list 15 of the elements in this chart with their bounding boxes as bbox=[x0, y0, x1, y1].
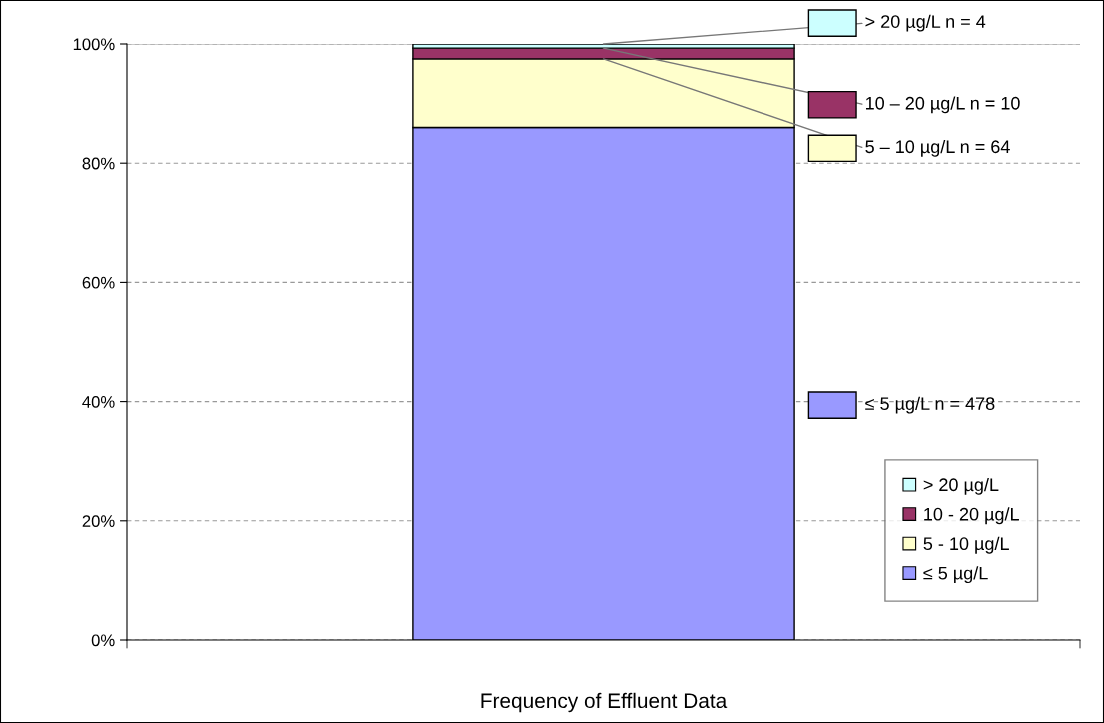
y-tick-label: 100% bbox=[73, 38, 115, 51]
annotation: ≤ 5 µg/L n = 478 bbox=[865, 396, 995, 414]
annotation: 10 – 20 µg/L n = 10 bbox=[866, 96, 1020, 114]
legend-label: 5 - 10 µg/L bbox=[923, 536, 1009, 554]
annotation: 5 – 10 µg/L n = 64 bbox=[865, 139, 1010, 157]
y-tick-label: 0% bbox=[91, 634, 115, 647]
y-tick-label: 40% bbox=[82, 396, 115, 408]
y-tick-label: 20% bbox=[82, 515, 115, 527]
annotation: > 20 µg/L n = 4 bbox=[865, 14, 986, 32]
legend-label: ≤ 5 µg/L bbox=[923, 566, 988, 584]
legend-label: > 20 µg/L bbox=[923, 477, 999, 495]
legend-label: 10 - 20 µg/L bbox=[924, 507, 1019, 525]
y-tick-label: 60% bbox=[82, 276, 115, 289]
x-tick-label: Frequency of Effluent Data bbox=[481, 692, 728, 713]
y-tick-label: 80% bbox=[82, 157, 115, 170]
